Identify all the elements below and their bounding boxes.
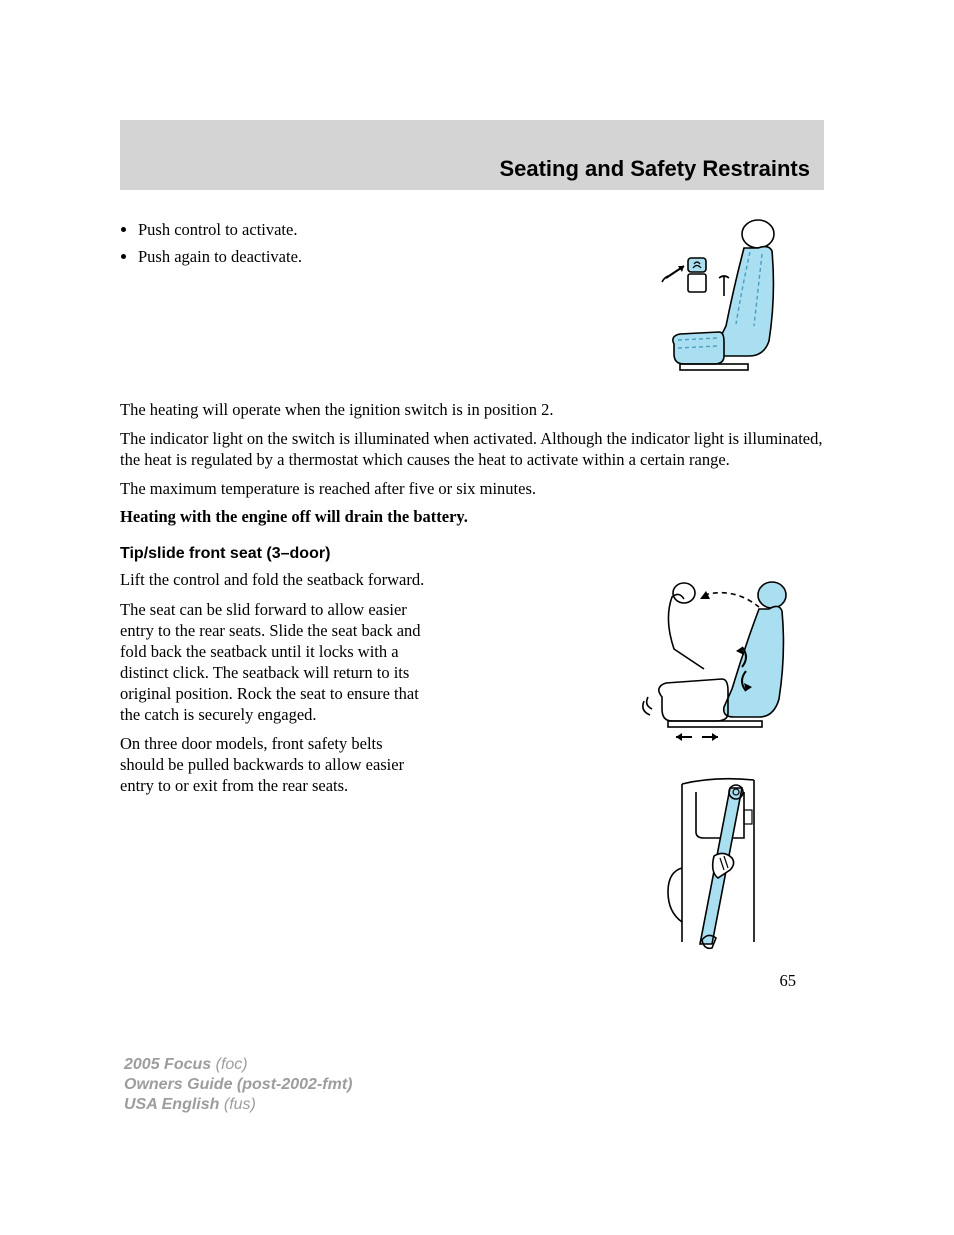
paragraph: Lift the control and fold the seatback f… [120,569,430,590]
footer-code: (foc) [216,1056,248,1073]
heated-seat-illustration [654,216,824,381]
page: Seating and Safety Restraints Push contr… [0,0,954,991]
page-number: 65 [120,971,824,991]
fold-seat-illustration [624,569,824,754]
footer-block: 2005 Focus (foc) Owners Guide (post-2002… [124,1055,352,1115]
section-header-band: Seating and Safety Restraints [120,120,824,190]
subsection-heading: Tip/slide front seat (3–door) [120,545,824,563]
paragraph: The heating will operate when the igniti… [120,399,824,420]
subsection-row: Lift the control and fold the seatback f… [120,569,824,957]
footer-line: 2005 Focus (foc) [124,1055,352,1075]
footer-lang: USA English [124,1096,224,1113]
intro-row: Push control to activate. Push again to … [120,216,824,381]
illustration-column [624,569,824,957]
bold-warning: Heating with the engine off will drain t… [120,507,824,527]
bullet-item: Push again to deactivate. [138,245,302,270]
bullet-item: Push control to activate. [138,218,302,243]
text-column: Lift the control and fold the seatback f… [120,569,430,804]
footer-code: (fus) [224,1096,256,1113]
footer-line: Owners Guide (post-2002-fmt) [124,1075,352,1095]
paragraph: The indicator light on the switch is ill… [120,428,824,470]
section-title: Seating and Safety Restraints [499,156,810,182]
footer-line: USA English (fus) [124,1095,352,1115]
bullet-list: Push control to activate. Push again to … [138,218,302,272]
seatbelt-illustration [624,772,824,957]
content-area: Push control to activate. Push again to … [120,216,824,991]
paragraph: The maximum temperature is reached after… [120,478,824,499]
footer-model: 2005 Focus [124,1056,216,1073]
paragraph: The seat can be slid forward to allow ea… [120,599,430,726]
paragraph: On three door models, front safety belts… [120,733,430,796]
